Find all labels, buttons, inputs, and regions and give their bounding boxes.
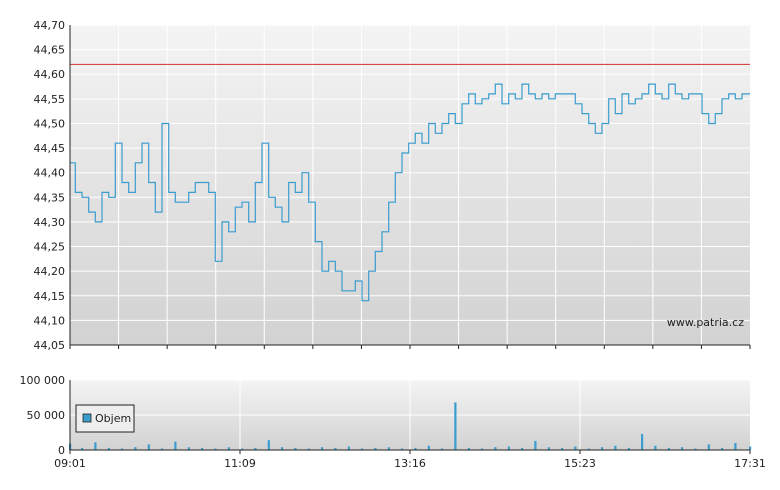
volume-bar bbox=[547, 447, 550, 450]
volume-bar bbox=[307, 448, 310, 450]
volume-legend: Objem bbox=[75, 404, 135, 433]
volume-y-tick: 100 000 bbox=[20, 374, 66, 387]
volume-bar bbox=[321, 447, 324, 450]
volume-bar bbox=[107, 447, 110, 450]
volume-bar bbox=[361, 448, 364, 450]
legend-label: Objem bbox=[95, 412, 131, 425]
volume-bar bbox=[601, 447, 604, 450]
legend-swatch bbox=[82, 413, 92, 423]
price-y-tick: 44,45 bbox=[34, 142, 66, 155]
volume-bar bbox=[281, 447, 284, 450]
volume-bar bbox=[227, 447, 230, 450]
volume-bar bbox=[707, 444, 710, 450]
volume-bar bbox=[201, 447, 204, 450]
volume-bar bbox=[427, 445, 430, 450]
volume-bars bbox=[69, 402, 752, 450]
price-y-tick: 44,30 bbox=[34, 216, 66, 229]
volume-bar bbox=[94, 442, 97, 450]
volume-bar bbox=[147, 444, 150, 450]
price-y-tick: 44,10 bbox=[34, 314, 66, 327]
volume-bar bbox=[467, 447, 470, 450]
volume-bar bbox=[454, 402, 457, 450]
volume-bar bbox=[734, 443, 737, 450]
volume-x-tick-label: 11:09 bbox=[224, 457, 256, 470]
price-x-ticks bbox=[69, 345, 751, 349]
volume-x-tick-label: 09:01 bbox=[54, 457, 86, 470]
price-y-tick: 44,65 bbox=[34, 44, 66, 57]
volume-bar bbox=[654, 445, 657, 450]
volume-bar bbox=[267, 440, 270, 450]
price-horizontal-grid bbox=[70, 24, 750, 346]
volume-x-tick-label: 13:16 bbox=[394, 457, 426, 470]
price-y-tick: 44,15 bbox=[34, 290, 66, 303]
price-y-tick: 44,60 bbox=[34, 68, 66, 81]
price-y-tick-labels: 44,70 44,65 44,60 44,55 44,50 44,45 44,40 44,35… bbox=[34, 19, 66, 352]
price-y-tick: 44,25 bbox=[34, 241, 66, 254]
volume-bar bbox=[494, 447, 497, 450]
volume-bar bbox=[294, 447, 297, 450]
volume-bar bbox=[387, 447, 390, 450]
volume-bar bbox=[587, 448, 590, 450]
volume-bar bbox=[174, 441, 177, 450]
price-y-tick: 44,40 bbox=[34, 167, 66, 180]
volume-bar bbox=[749, 446, 752, 450]
volume-y-tick: 50 000 bbox=[27, 409, 66, 422]
price-y-tick: 44,55 bbox=[34, 93, 66, 106]
volume-bar bbox=[641, 433, 644, 450]
volume-bar bbox=[561, 447, 564, 450]
volume-bar bbox=[121, 448, 124, 450]
volume-bar bbox=[574, 446, 577, 450]
volume-bar bbox=[134, 447, 137, 450]
price-y-tick: 44,70 bbox=[34, 19, 66, 32]
volume-bar bbox=[667, 447, 670, 450]
watermark: www.patria.cz bbox=[667, 316, 744, 329]
volume-bar bbox=[694, 448, 697, 450]
volume-bar bbox=[414, 447, 417, 450]
volume-bar bbox=[721, 447, 724, 450]
volume-x-tick-labels: 09:01 11:09 13:16 15:23 17:31 bbox=[54, 450, 766, 470]
volume-bar bbox=[214, 448, 217, 450]
volume-y-tick: 0 bbox=[58, 444, 65, 457]
volume-bar bbox=[374, 447, 377, 450]
volume-bar bbox=[627, 447, 630, 450]
volume-x-tick-label: 17:31 bbox=[734, 457, 766, 470]
volume-bar bbox=[507, 446, 510, 450]
volume-bar bbox=[681, 447, 684, 450]
volume-bar bbox=[481, 448, 484, 450]
volume-bar bbox=[614, 445, 617, 450]
volume-bar bbox=[254, 447, 257, 450]
price-y-tick: 44,20 bbox=[34, 265, 66, 278]
volume-bar bbox=[347, 446, 350, 450]
volume-bar bbox=[81, 447, 84, 450]
volume-y-tick-labels: 100 000 50 000 0 bbox=[20, 374, 66, 457]
volume-x-tick-label: 15:23 bbox=[564, 457, 596, 470]
volume-bar bbox=[521, 447, 524, 450]
volume-bar bbox=[441, 448, 444, 450]
volume-bar bbox=[334, 447, 337, 450]
volume-bar bbox=[534, 440, 537, 450]
volume-bar bbox=[401, 448, 404, 450]
price-series-line bbox=[70, 83, 750, 302]
volume-bar bbox=[187, 447, 190, 450]
volume-bar bbox=[241, 448, 244, 450]
price-y-tick: 44,50 bbox=[34, 117, 66, 130]
volume-horizontal-grid bbox=[70, 379, 750, 416]
price-y-tick: 44,05 bbox=[34, 339, 66, 352]
volume-panel: 100 000 50 000 0 09:01 11:09 13:16 15:23 17:31… bbox=[20, 374, 766, 470]
price-y-tick: 44,35 bbox=[34, 191, 66, 204]
volume-bar bbox=[161, 448, 164, 450]
price-panel: 44,70 44,65 44,60 44,55 44,50 44,45 44,40 44,35… bbox=[34, 19, 751, 352]
price-vertical-grid bbox=[118, 25, 702, 345]
